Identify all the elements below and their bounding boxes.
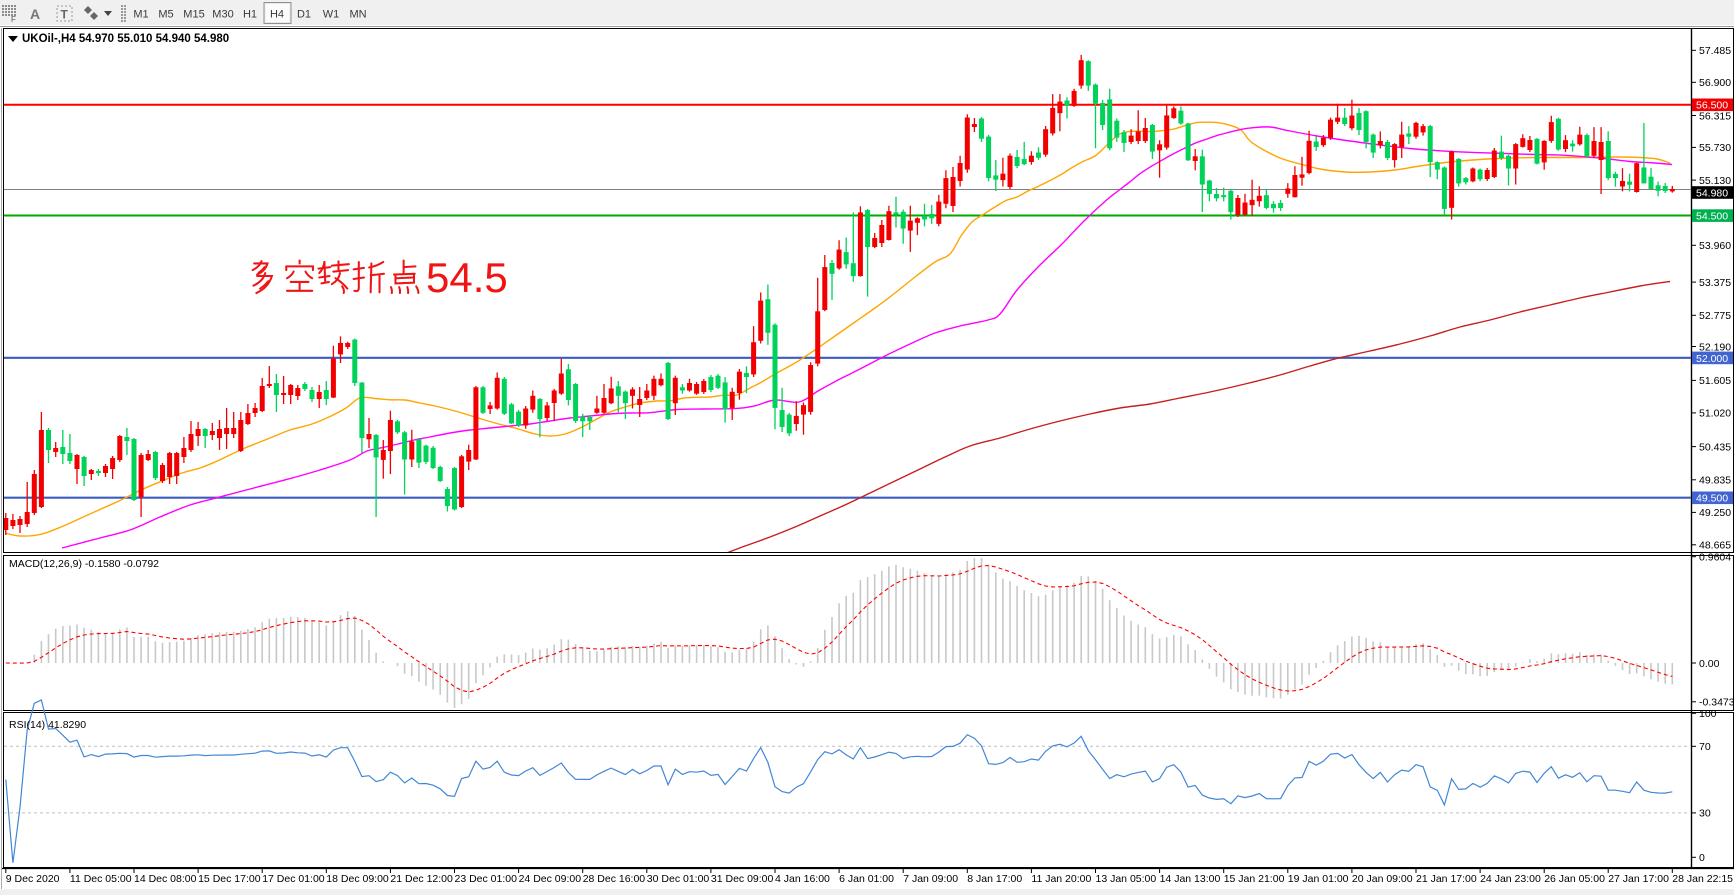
svg-text:55.730: 55.730: [1699, 142, 1731, 154]
svg-text:14 Dec 08:00: 14 Dec 08:00: [134, 873, 197, 885]
svg-text:UKOil-,H4 54.970 55.010 54.94: UKOil-,H4 54.970 55.010 54.940 54.980: [22, 33, 229, 45]
svg-text:D1: D1: [297, 9, 311, 21]
svg-text:19 Jan 01:00: 19 Jan 01:00: [1288, 873, 1349, 885]
svg-text:M1: M1: [133, 9, 148, 21]
svg-text:52.190: 52.190: [1699, 341, 1731, 353]
svg-text:M5: M5: [158, 9, 173, 21]
svg-text:52.775: 52.775: [1699, 310, 1731, 322]
svg-text:T: T: [61, 8, 69, 22]
svg-text:M15: M15: [183, 9, 204, 21]
svg-text:49.500: 49.500: [1696, 493, 1728, 505]
svg-text:MACD(12,26,9) -0.1580 -0.0792: MACD(12,26,9) -0.1580 -0.0792: [9, 558, 159, 570]
svg-text:RSI(14) 41.8290: RSI(14) 41.8290: [9, 719, 86, 731]
svg-text:51.020: 51.020: [1699, 408, 1731, 420]
svg-text:0.00: 0.00: [1699, 658, 1720, 670]
svg-text:H4: H4: [270, 9, 284, 21]
svg-text:MN: MN: [349, 9, 366, 21]
svg-text:30: 30: [1699, 808, 1711, 820]
svg-text:49.250: 49.250: [1699, 507, 1731, 519]
svg-text:56.315: 56.315: [1699, 110, 1731, 122]
svg-text:70: 70: [1699, 741, 1711, 753]
svg-text:H1: H1: [243, 9, 257, 21]
svg-text:17 Dec 01:00: 17 Dec 01:00: [262, 873, 325, 885]
svg-text:21 Dec 12:00: 21 Dec 12:00: [390, 873, 453, 885]
svg-text:F: F: [11, 15, 16, 24]
svg-text:15 Jan 21:00: 15 Jan 21:00: [1224, 873, 1285, 885]
svg-text:15 Dec 17:00: 15 Dec 17:00: [198, 873, 261, 885]
svg-text:55.130: 55.130: [1699, 175, 1731, 187]
svg-text:51.605: 51.605: [1699, 375, 1731, 387]
svg-text:57.485: 57.485: [1699, 45, 1731, 57]
svg-text:50.435: 50.435: [1699, 441, 1731, 453]
svg-text:A: A: [30, 6, 40, 22]
svg-text:23 Dec 01:00: 23 Dec 01:00: [455, 873, 518, 885]
svg-text:24 Dec 09:00: 24 Dec 09:00: [519, 873, 582, 885]
svg-text:W1: W1: [323, 9, 340, 21]
svg-text:53.960: 53.960: [1699, 240, 1731, 252]
svg-text:53.375: 53.375: [1699, 277, 1731, 289]
svg-text:21 Jan 17:00: 21 Jan 17:00: [1416, 873, 1477, 885]
svg-text:20 Jan 09:00: 20 Jan 09:00: [1352, 873, 1413, 885]
svg-text:54.980: 54.980: [1696, 187, 1728, 199]
svg-text:8 Jan 17:00: 8 Jan 17:00: [967, 873, 1022, 885]
svg-text:7 Jan 09:00: 7 Jan 09:00: [903, 873, 958, 885]
svg-text:31 Dec 09:00: 31 Dec 09:00: [711, 873, 774, 885]
svg-text:48.665: 48.665: [1699, 540, 1731, 552]
svg-text:54.5: 54.5: [426, 254, 508, 301]
svg-text:52.000: 52.000: [1696, 353, 1728, 365]
svg-text:M30: M30: [212, 9, 233, 21]
svg-text:4 Jan 16:00: 4 Jan 16:00: [775, 873, 830, 885]
svg-text:-0.3473: -0.3473: [1699, 697, 1734, 709]
svg-text:54.500: 54.500: [1696, 211, 1728, 223]
svg-text:9 Dec 2020: 9 Dec 2020: [6, 873, 60, 885]
svg-text:28 Dec 16:00: 28 Dec 16:00: [583, 873, 646, 885]
svg-text:24 Jan 23:00: 24 Jan 23:00: [1480, 873, 1541, 885]
svg-text:13 Jan 05:00: 13 Jan 05:00: [1096, 873, 1157, 885]
svg-text:11 Jan 20:00: 11 Jan 20:00: [1031, 873, 1091, 885]
svg-text:0.9604: 0.9604: [1699, 552, 1731, 564]
svg-text:18 Dec 09:00: 18 Dec 09:00: [326, 873, 389, 885]
svg-text:56.500: 56.500: [1696, 100, 1728, 112]
svg-text:49.835: 49.835: [1699, 475, 1731, 487]
svg-text:100: 100: [1699, 708, 1717, 720]
svg-text:14 Jan 13:00: 14 Jan 13:00: [1160, 873, 1221, 885]
svg-text:27 Jan 17:00: 27 Jan 17:00: [1608, 873, 1669, 885]
svg-text:0: 0: [1699, 852, 1705, 864]
svg-text:56.900: 56.900: [1699, 77, 1731, 89]
svg-text:11 Dec 05:00: 11 Dec 05:00: [70, 873, 132, 885]
svg-text:26 Jan 05:00: 26 Jan 05:00: [1544, 873, 1605, 885]
svg-text:6 Jan 01:00: 6 Jan 01:00: [839, 873, 894, 885]
svg-text:30 Dec 01:00: 30 Dec 01:00: [647, 873, 710, 885]
svg-text:28 Jan 22:15: 28 Jan 22:15: [1672, 873, 1733, 885]
